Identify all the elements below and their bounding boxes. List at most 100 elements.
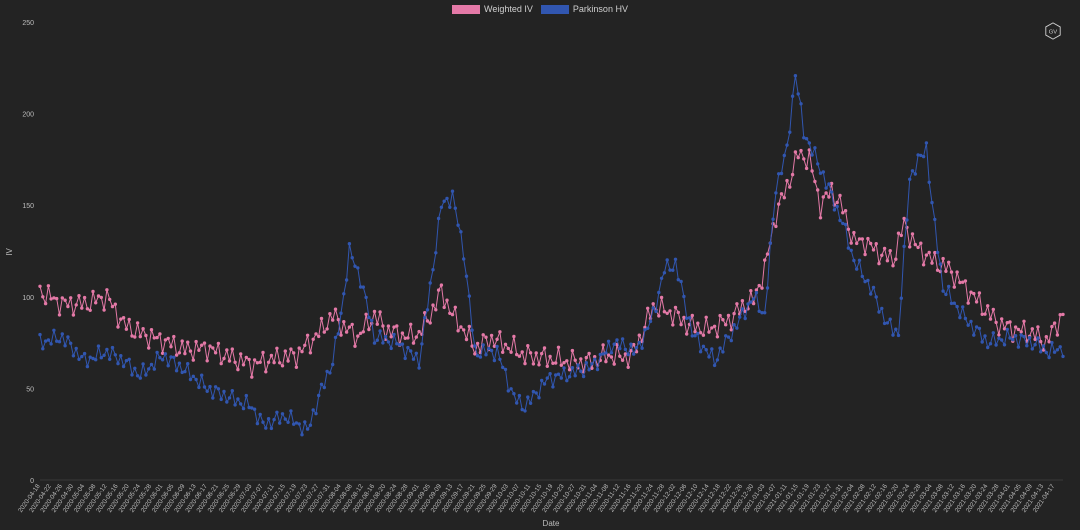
data-point <box>239 352 243 356</box>
data-point <box>250 406 254 410</box>
data-point <box>456 223 460 227</box>
data-point <box>671 268 675 272</box>
data-point <box>278 361 282 365</box>
data-point <box>370 318 374 323</box>
data-point <box>556 372 561 376</box>
data-point <box>1039 350 1043 354</box>
data-point <box>264 370 268 374</box>
data-point <box>726 313 731 318</box>
data-point <box>969 319 973 324</box>
data-point <box>609 355 614 359</box>
data-point <box>464 274 469 278</box>
data-point <box>852 258 856 263</box>
data-point <box>247 357 251 362</box>
data-point <box>88 355 92 359</box>
data-point <box>1030 347 1035 351</box>
data-point <box>707 330 711 334</box>
data-point <box>1008 320 1012 324</box>
data-point <box>172 334 176 339</box>
data-point <box>548 372 552 376</box>
data-point <box>1036 336 1040 340</box>
data-point <box>200 373 204 377</box>
data-point <box>411 341 416 345</box>
data-point <box>908 245 912 249</box>
data-point <box>640 346 644 350</box>
data-point <box>169 345 173 349</box>
data-point <box>710 326 714 330</box>
data-point <box>908 177 912 181</box>
data-point <box>269 353 274 358</box>
data-point <box>484 353 488 357</box>
data-point <box>818 216 823 220</box>
data-point <box>241 363 246 367</box>
data-point <box>292 351 296 355</box>
data-point <box>576 363 580 367</box>
data-point <box>587 368 591 372</box>
data-point <box>501 350 505 354</box>
data-point <box>425 308 430 312</box>
data-point <box>685 332 689 336</box>
data-point <box>71 313 76 317</box>
data-point <box>442 305 446 310</box>
data-point <box>333 307 338 311</box>
data-point <box>96 344 101 348</box>
data-point <box>252 358 257 362</box>
data-point <box>584 355 588 360</box>
data-point <box>353 264 357 268</box>
legend-item-parkinson-hv[interactable]: Parkinson HV <box>540 4 628 14</box>
data-point <box>1041 348 1046 352</box>
data-point <box>779 171 784 176</box>
data-point <box>712 324 717 328</box>
data-point <box>746 302 750 306</box>
data-point <box>467 324 471 329</box>
data-point <box>303 420 307 424</box>
data-point <box>986 304 990 308</box>
data-point <box>250 375 254 379</box>
data-point <box>322 330 326 334</box>
data-point <box>450 312 455 317</box>
data-point <box>311 408 315 412</box>
data-point <box>843 222 848 227</box>
data-point <box>414 351 418 355</box>
data-point <box>286 359 290 363</box>
data-point <box>158 356 162 360</box>
data-point <box>863 279 867 284</box>
data-point <box>180 370 184 375</box>
data-point <box>1022 334 1026 339</box>
data-point <box>899 296 903 300</box>
data-point <box>623 347 628 352</box>
data-point <box>498 330 502 334</box>
data-point <box>239 402 243 406</box>
data-point <box>183 369 187 374</box>
data-point <box>197 385 201 390</box>
data-point <box>874 242 878 246</box>
data-point <box>590 362 594 366</box>
data-point <box>757 283 761 288</box>
data-point <box>225 348 229 352</box>
data-point <box>609 351 614 355</box>
data-point <box>774 224 778 229</box>
data-point <box>620 358 625 362</box>
data-point <box>930 261 934 265</box>
data-point <box>894 327 898 331</box>
data-point <box>152 336 156 340</box>
data-point <box>358 285 363 289</box>
data-point <box>501 365 505 370</box>
data-point <box>620 337 625 341</box>
data-point <box>659 295 664 300</box>
data-point <box>91 289 95 294</box>
data-point <box>606 353 611 357</box>
data-point <box>930 200 934 205</box>
data-point <box>810 153 814 157</box>
data-point <box>82 295 87 300</box>
data-point <box>174 369 179 373</box>
data-point <box>183 351 187 356</box>
data-point <box>816 188 820 192</box>
data-point <box>300 433 304 437</box>
data-point <box>509 387 513 391</box>
legend-item-weighted-iv[interactable]: Weighted IV <box>452 4 533 14</box>
data-point <box>682 294 686 299</box>
data-point <box>685 316 689 320</box>
data-point <box>643 328 647 332</box>
data-point <box>1002 343 1007 347</box>
